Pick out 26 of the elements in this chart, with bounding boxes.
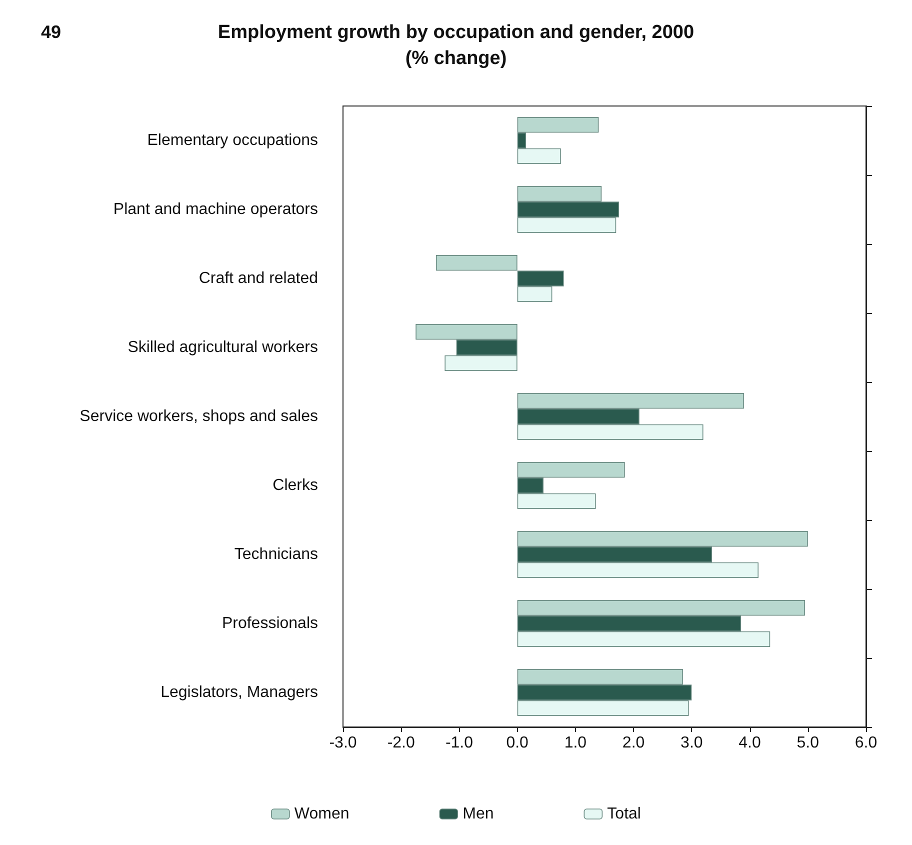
x-tick-label: 3.0 bbox=[680, 734, 703, 752]
x-tick-label: 5.0 bbox=[796, 734, 820, 752]
bar bbox=[436, 255, 518, 271]
y-tick-label: Legislators, Managers bbox=[160, 684, 318, 701]
x-tick-label: -3.0 bbox=[329, 734, 357, 752]
y-tick-label: Craft and related bbox=[198, 270, 318, 287]
y-tick-label: Service workers, shops and sales bbox=[80, 408, 318, 425]
x-tick-label: 0.0 bbox=[506, 734, 529, 752]
x-tick-label: 6.0 bbox=[854, 734, 878, 752]
chart-title: Employment growth by occupation and gender, 2000 bbox=[218, 22, 694, 43]
x-tick-label: 2.0 bbox=[622, 734, 645, 752]
chart-subtitle: (% change) bbox=[405, 48, 507, 69]
y-tick-label: Plant and machine operators bbox=[113, 201, 318, 218]
y-tick-label: Skilled agricultural workers bbox=[128, 339, 318, 356]
legend-label: Total bbox=[607, 806, 641, 822]
y-tick-label: Elementary occupations bbox=[147, 132, 318, 149]
y-tick-label: Clerks bbox=[272, 477, 318, 494]
x-tick-label: -2.0 bbox=[387, 734, 415, 752]
y-tick-label: Technicians bbox=[234, 546, 318, 563]
x-tick-label: -1.0 bbox=[445, 734, 474, 752]
text: 49 bbox=[41, 22, 62, 42]
legend-label: Men bbox=[462, 806, 494, 822]
x-tick-label: 4.0 bbox=[738, 734, 761, 752]
y-tick-label: Professionals bbox=[222, 615, 318, 632]
x-tick-label: 1.0 bbox=[564, 734, 587, 752]
legend-label: Women bbox=[294, 806, 350, 822]
